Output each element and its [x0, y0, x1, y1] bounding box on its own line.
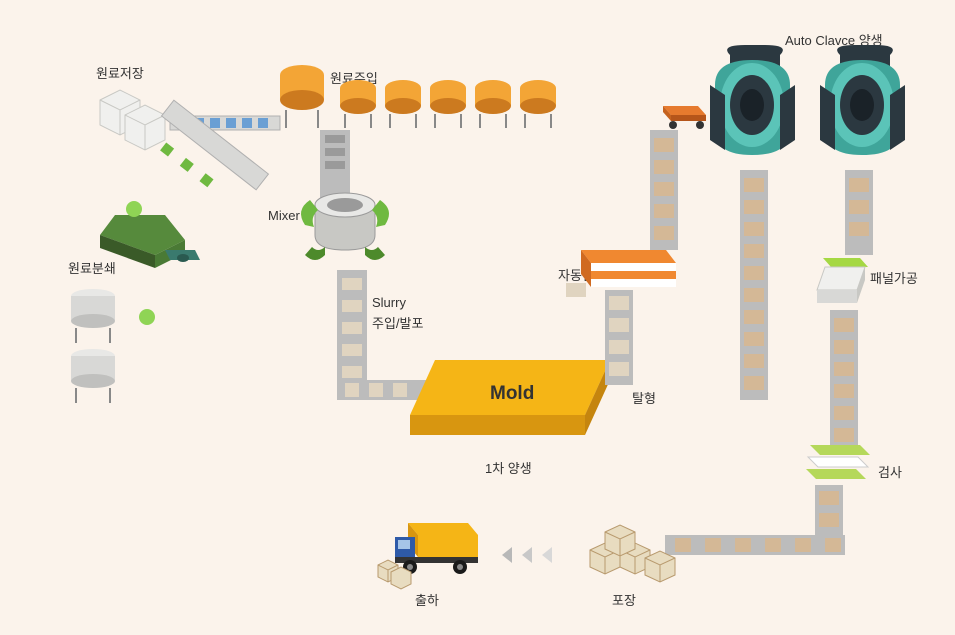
slurry2-label: 주입/발포 [372, 313, 423, 332]
mold-text-label: Mold [490, 383, 534, 405]
panel-conveyor-icon [830, 310, 858, 445]
green-ball2-icon [138, 308, 156, 326]
crusher-icon [95, 210, 205, 270]
packaging-icon [585, 525, 675, 585]
inspect-label: 검사 [878, 462, 902, 481]
cut-conveyor-icon [650, 130, 678, 250]
mixer-icon [300, 175, 390, 270]
shipment-icon [380, 515, 490, 585]
slurry-conveyor-icon [337, 270, 367, 390]
demold-conveyor-icon [605, 290, 633, 385]
silo-icon [68, 288, 123, 408]
panel-proc-icon [815, 255, 870, 310]
primary-cure-label: 1차 양생 [485, 458, 532, 477]
raw-inject-icon [280, 60, 570, 135]
packaging-label: 포장 [612, 590, 636, 609]
clave-conveyor2-icon [845, 170, 873, 255]
clave-conveyor1-icon [740, 170, 768, 400]
slurry-label: Slurry [372, 295, 406, 310]
clave2-icon [810, 45, 915, 170]
mold-icon [410, 360, 620, 450]
panel-proc-label: 패널가공 [870, 268, 918, 287]
shipment-label: 출하 [415, 590, 439, 609]
arrows-icon [500, 545, 570, 565]
pkg-conveyor-icon [665, 535, 845, 559]
green-ball1-icon [125, 200, 143, 218]
clave1-icon [700, 45, 805, 170]
inspect-icon [800, 440, 872, 485]
mixer-conveyor-icon [320, 130, 350, 180]
auto-cut-icon [566, 245, 676, 300]
demold-label: 탈형 [632, 388, 656, 407]
